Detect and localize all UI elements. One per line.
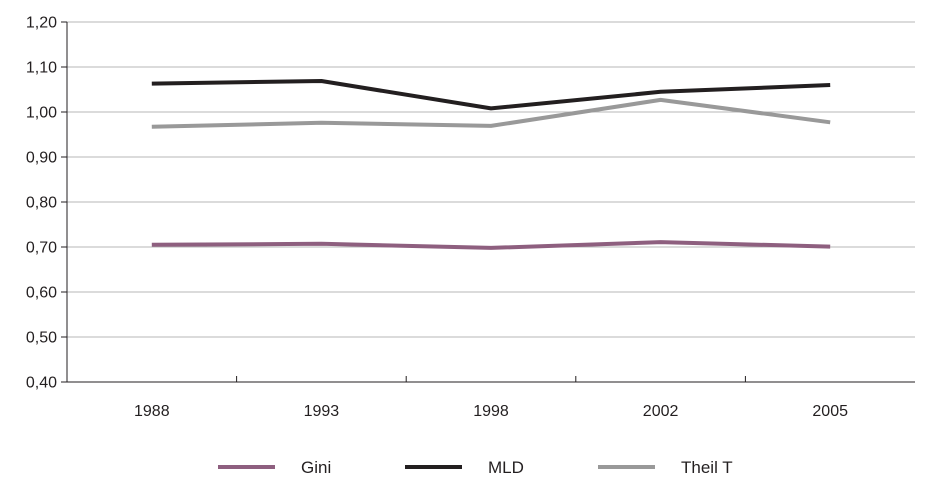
y-tick-label: 1,20 <box>26 15 57 32</box>
x-tick-label: 1998 <box>473 403 509 420</box>
x-tick-label: 1993 <box>304 403 340 420</box>
series-line-theil-t <box>151 97 831 129</box>
y-tick-label: 0,80 <box>26 195 57 212</box>
y-tick-label: 0,50 <box>26 330 57 347</box>
series-line-gini <box>151 240 831 250</box>
y-tick-label: 0,70 <box>26 240 57 257</box>
y-tick-label: 1,10 <box>26 60 57 77</box>
legend-label: Gini <box>301 458 331 477</box>
x-tick-label: 1988 <box>134 403 170 420</box>
axes: 0,40 0,50 0,60 0,70 0,80 0,90 1,00 1,10 1,20 1988… <box>26 15 915 420</box>
data-series <box>151 79 831 250</box>
legend-label: MLD <box>488 458 524 477</box>
gridlines <box>67 21 915 338</box>
y-tick-label: 0,60 <box>26 285 57 302</box>
y-tick-label: 0,90 <box>26 150 57 167</box>
y-tick-label: 0,40 <box>26 375 57 392</box>
x-tick-label: 2005 <box>812 403 848 420</box>
legend-label: Theil T <box>681 458 733 477</box>
legend: Gini MLD Theil T <box>218 458 733 477</box>
x-tick-label: 2002 <box>643 403 679 420</box>
series-line-mld <box>151 79 831 111</box>
y-tick-label: 1,00 <box>26 105 57 122</box>
